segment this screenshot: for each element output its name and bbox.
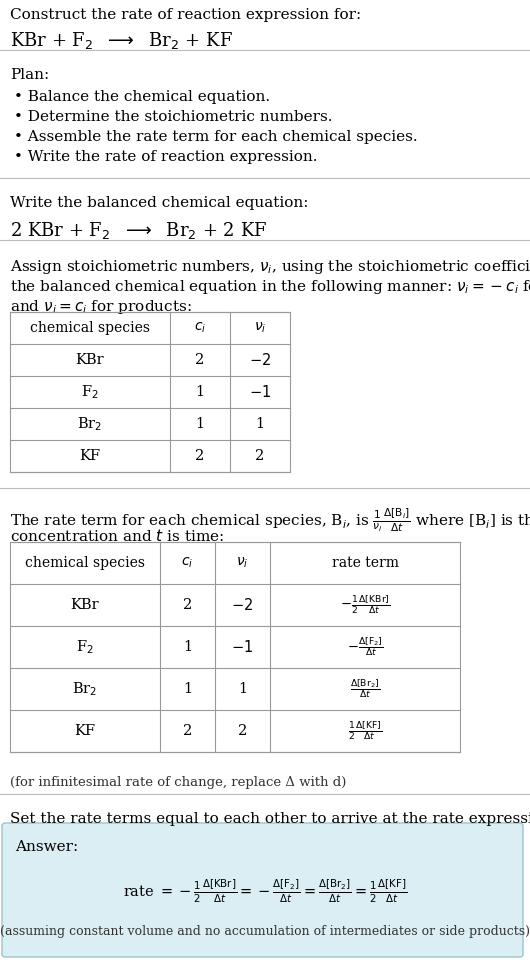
Text: • Write the rate of reaction expression.: • Write the rate of reaction expression.: [14, 150, 317, 164]
Text: F$_2$: F$_2$: [76, 638, 94, 656]
Text: • Balance the chemical equation.: • Balance the chemical equation.: [14, 90, 270, 104]
Bar: [10, 542, 460, 752]
Text: $-2$: $-2$: [249, 352, 271, 368]
Text: $-1$: $-1$: [249, 384, 271, 400]
Text: rate $= -\frac{1}{2}\frac{\Delta[\mathrm{KBr}]}{\Delta t} = -\frac{\Delta[\mathr: rate $= -\frac{1}{2}\frac{\Delta[\mathrm…: [123, 878, 407, 906]
Text: Br$_2$: Br$_2$: [73, 680, 98, 698]
Text: 1: 1: [238, 682, 247, 696]
Text: 1: 1: [183, 640, 192, 654]
Text: Assign stoichiometric numbers, $\nu_i$, using the stoichiometric coefficients, $: Assign stoichiometric numbers, $\nu_i$, …: [10, 258, 530, 276]
Text: KBr: KBr: [70, 598, 99, 612]
Text: Set the rate terms equal to each other to arrive at the rate expression:: Set the rate terms equal to each other t…: [10, 812, 530, 826]
Text: the balanced chemical equation in the following manner: $\nu_i = -c_i$ for react: the balanced chemical equation in the fo…: [10, 278, 530, 296]
Text: $c_i$: $c_i$: [194, 321, 206, 335]
Text: $\frac{1}{2}\frac{\Delta[\mathrm{KF}]}{\Delta t}$: $\frac{1}{2}\frac{\Delta[\mathrm{KF}]}{\…: [348, 720, 382, 742]
Text: $\nu_i$: $\nu_i$: [254, 321, 266, 335]
Text: chemical species: chemical species: [25, 556, 145, 570]
Text: 2: 2: [196, 449, 205, 463]
Text: 1: 1: [196, 417, 205, 431]
Text: F$_2$: F$_2$: [81, 384, 99, 401]
Text: 2: 2: [183, 724, 192, 738]
Text: $-1$: $-1$: [232, 639, 253, 655]
Text: Br$_2$: Br$_2$: [77, 415, 103, 432]
FancyBboxPatch shape: [2, 823, 523, 957]
Text: 2: 2: [255, 449, 264, 463]
Text: Construct the rate of reaction expression for:: Construct the rate of reaction expressio…: [10, 8, 361, 22]
Text: $-\frac{\Delta[\mathrm{F_2}]}{\Delta t}$: $-\frac{\Delta[\mathrm{F_2}]}{\Delta t}$: [347, 635, 383, 659]
Text: $\frac{\Delta[\mathrm{Br_2}]}{\Delta t}$: $\frac{\Delta[\mathrm{Br_2}]}{\Delta t}$: [350, 677, 380, 701]
Text: KBr + F$_2$  $\longrightarrow$  Br$_2$ + KF: KBr + F$_2$ $\longrightarrow$ Br$_2$ + K…: [10, 30, 233, 51]
Text: 1: 1: [196, 385, 205, 399]
Text: • Determine the stoichiometric numbers.: • Determine the stoichiometric numbers.: [14, 110, 332, 124]
Text: KBr: KBr: [76, 353, 104, 367]
Text: 2: 2: [238, 724, 247, 738]
Text: KF: KF: [80, 449, 101, 463]
Text: $-2$: $-2$: [232, 597, 253, 613]
Text: Plan:: Plan:: [10, 68, 49, 82]
Text: (for infinitesimal rate of change, replace Δ with d): (for infinitesimal rate of change, repla…: [10, 776, 347, 789]
Text: 1: 1: [255, 417, 264, 431]
Text: Write the balanced chemical equation:: Write the balanced chemical equation:: [10, 196, 308, 210]
Text: 2: 2: [183, 598, 192, 612]
Text: chemical species: chemical species: [30, 321, 150, 335]
Text: The rate term for each chemical species, B$_i$, is $\frac{1}{\nu_i}\frac{\Delta[: The rate term for each chemical species,…: [10, 506, 530, 534]
Text: 1: 1: [183, 682, 192, 696]
Text: $-\frac{1}{2}\frac{\Delta[\mathrm{KBr}]}{\Delta t}$: $-\frac{1}{2}\frac{\Delta[\mathrm{KBr}]}…: [340, 594, 390, 616]
Text: and $\nu_i = c_i$ for products:: and $\nu_i = c_i$ for products:: [10, 298, 192, 316]
Text: concentration and $t$ is time:: concentration and $t$ is time:: [10, 528, 224, 544]
Text: $c_i$: $c_i$: [181, 555, 193, 570]
Text: KF: KF: [74, 724, 95, 738]
Text: rate term: rate term: [331, 556, 399, 570]
Text: • Assemble the rate term for each chemical species.: • Assemble the rate term for each chemic…: [14, 130, 418, 144]
Text: $\nu_i$: $\nu_i$: [236, 555, 249, 570]
Text: Answer:: Answer:: [15, 840, 78, 854]
Text: (assuming constant volume and no accumulation of intermediates or side products): (assuming constant volume and no accumul…: [0, 925, 530, 938]
Text: 2 KBr + F$_2$  $\longrightarrow$  Br$_2$ + 2 KF: 2 KBr + F$_2$ $\longrightarrow$ Br$_2$ +…: [10, 220, 267, 241]
Bar: [10, 312, 290, 472]
Text: 2: 2: [196, 353, 205, 367]
